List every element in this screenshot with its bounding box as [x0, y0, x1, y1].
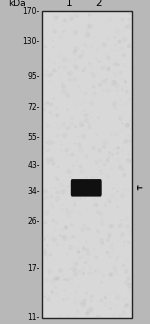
Text: 2: 2 — [96, 0, 102, 8]
Bar — [42, 11, 132, 318]
Text: 17-: 17- — [27, 264, 40, 273]
Text: 26-: 26- — [27, 217, 40, 226]
Text: 34-: 34- — [27, 187, 40, 196]
Text: 1: 1 — [66, 0, 72, 8]
Text: kDa: kDa — [8, 0, 26, 8]
Text: 55-: 55- — [27, 133, 40, 142]
Text: 95-: 95- — [27, 72, 40, 81]
Text: 170-: 170- — [22, 7, 40, 16]
Text: 130-: 130- — [22, 37, 40, 46]
FancyBboxPatch shape — [71, 179, 102, 197]
Text: 11-: 11- — [27, 313, 40, 322]
Text: 72-: 72- — [27, 103, 40, 112]
Text: 43-: 43- — [27, 161, 40, 169]
